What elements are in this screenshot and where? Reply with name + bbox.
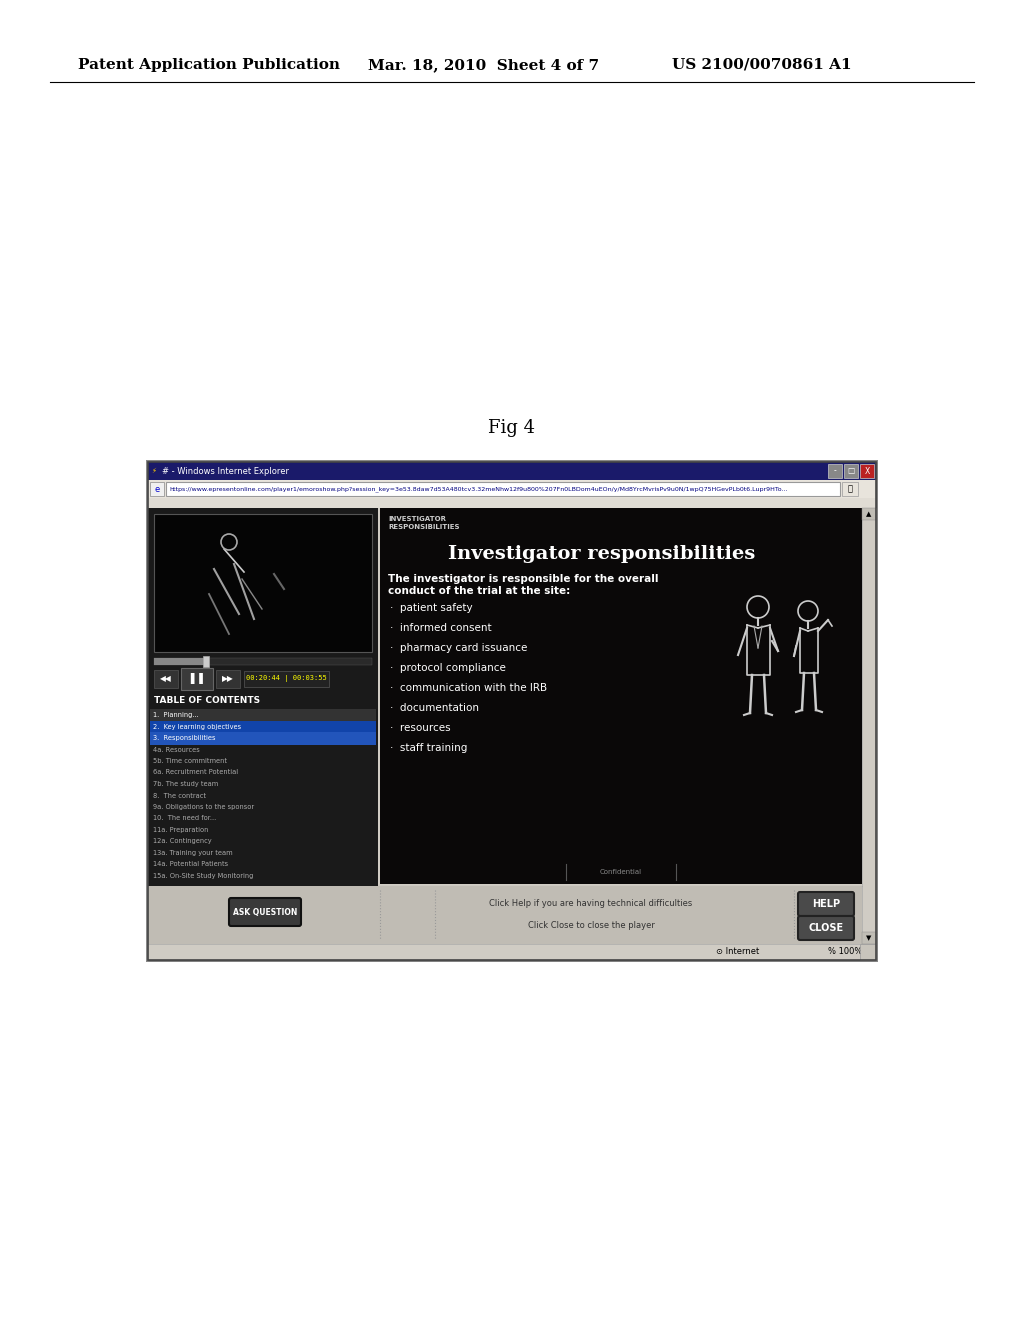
Text: 10.  The need for...: 10. The need for... xyxy=(153,816,216,821)
Text: X: X xyxy=(864,466,869,475)
Text: ·  patient safety: · patient safety xyxy=(390,603,473,612)
Bar xyxy=(150,482,164,496)
Text: ❚❚: ❚❚ xyxy=(187,673,207,685)
Bar xyxy=(148,462,876,960)
Text: ⚡: ⚡ xyxy=(151,469,156,474)
Bar xyxy=(146,459,878,962)
Text: US 2100/0070861 A1: US 2100/0070861 A1 xyxy=(672,58,852,73)
Text: ·  documentation: · documentation xyxy=(390,704,479,713)
Text: 5b. Time commitment: 5b. Time commitment xyxy=(153,758,227,764)
Text: The investigator is responsible for the overall: The investigator is responsible for the … xyxy=(388,574,658,583)
FancyBboxPatch shape xyxy=(798,892,854,916)
Text: Mar. 18, 2010  Sheet 4 of 7: Mar. 18, 2010 Sheet 4 of 7 xyxy=(368,58,599,73)
Bar xyxy=(154,513,372,652)
Text: RESPONSIBILITIES: RESPONSIBILITIES xyxy=(388,524,460,531)
Text: 2.  Key learning objectives: 2. Key learning objectives xyxy=(153,723,241,730)
Text: 14a. Potential Patients: 14a. Potential Patients xyxy=(153,862,228,867)
Text: ·  pharmacy card issuance: · pharmacy card issuance xyxy=(390,643,527,653)
Text: ·  protocol compliance: · protocol compliance xyxy=(390,663,506,673)
Text: Patent Application Publication: Patent Application Publication xyxy=(78,58,340,73)
Bar xyxy=(181,668,213,690)
Text: Confidential: Confidential xyxy=(600,869,642,875)
Text: ·  communication with the IRB: · communication with the IRB xyxy=(390,682,547,693)
Bar xyxy=(862,508,876,944)
Bar xyxy=(244,671,329,686)
Bar xyxy=(148,508,378,944)
Bar xyxy=(862,508,876,520)
Text: ▶▶: ▶▶ xyxy=(222,675,233,684)
Text: Click Help if you are having technical difficulties: Click Help if you are having technical d… xyxy=(489,899,692,908)
Bar xyxy=(150,733,376,744)
Text: Click Close to close the player: Click Close to close the player xyxy=(527,921,654,931)
Text: ◀◀: ◀◀ xyxy=(160,675,172,684)
Bar xyxy=(380,508,862,884)
Text: 4a. Resources: 4a. Resources xyxy=(153,747,200,752)
Text: □: □ xyxy=(848,466,855,475)
Text: # - Windows Internet Explorer: # - Windows Internet Explorer xyxy=(162,466,289,475)
Text: 13a. Training your team: 13a. Training your team xyxy=(153,850,232,855)
Text: TABLE OF CONTENTS: TABLE OF CONTENTS xyxy=(154,696,260,705)
Text: CLOSE: CLOSE xyxy=(808,923,844,933)
Text: conduct of the trial at the site:: conduct of the trial at the site: xyxy=(388,586,570,597)
Bar xyxy=(148,462,876,960)
FancyBboxPatch shape xyxy=(798,916,854,940)
Text: HELP: HELP xyxy=(812,899,840,909)
Text: ASK QUESTION: ASK QUESTION xyxy=(232,908,297,916)
Bar xyxy=(150,721,376,733)
Text: 1.  Planning...: 1. Planning... xyxy=(153,711,199,718)
Text: e: e xyxy=(155,484,160,494)
Bar xyxy=(148,462,876,480)
Bar xyxy=(148,480,876,498)
Text: -: - xyxy=(834,466,837,475)
Bar xyxy=(842,482,858,496)
Text: 7b. The study team: 7b. The study team xyxy=(153,781,218,787)
Bar xyxy=(148,886,862,944)
Text: https://www.epresentonline.com/player1/emoroshow.php?session_key=3e53.8daw7d53A4: https://www.epresentonline.com/player1/e… xyxy=(169,486,787,492)
Bar xyxy=(148,498,876,508)
Text: Fig 4: Fig 4 xyxy=(488,418,536,437)
Text: 6a. Recruitment Potential: 6a. Recruitment Potential xyxy=(153,770,239,776)
Bar xyxy=(154,671,178,688)
Bar xyxy=(203,656,209,667)
Text: ·  staff training: · staff training xyxy=(390,743,467,752)
Bar xyxy=(862,932,876,944)
Text: 3.  Responsibilities: 3. Responsibilities xyxy=(153,735,215,741)
Bar xyxy=(150,709,376,722)
Text: 11a. Preparation: 11a. Preparation xyxy=(153,828,208,833)
Text: % 100% *: % 100% * xyxy=(828,948,869,957)
Text: ▼: ▼ xyxy=(866,935,871,941)
Bar xyxy=(844,465,858,478)
Bar xyxy=(154,657,372,665)
FancyBboxPatch shape xyxy=(229,898,301,927)
Text: 9a. Obligations to the sponsor: 9a. Obligations to the sponsor xyxy=(153,804,254,810)
Text: 8.  The contract: 8. The contract xyxy=(153,792,206,799)
Text: ▲: ▲ xyxy=(866,511,871,517)
Bar xyxy=(828,465,842,478)
Bar xyxy=(148,944,860,960)
Bar xyxy=(860,465,874,478)
Bar xyxy=(154,657,206,665)
Text: ⊙ Internet: ⊙ Internet xyxy=(716,948,759,957)
Text: 🔒: 🔒 xyxy=(848,484,853,494)
Bar xyxy=(216,671,240,688)
Bar xyxy=(148,944,876,960)
Text: 15a. On-Site Study Monitoring: 15a. On-Site Study Monitoring xyxy=(153,873,253,879)
Bar xyxy=(166,482,840,496)
Bar xyxy=(860,944,876,960)
Text: 12a. Contingency: 12a. Contingency xyxy=(153,838,212,845)
Text: INVESTIGATOR: INVESTIGATOR xyxy=(388,516,446,521)
Text: Investigator responsibilities: Investigator responsibilities xyxy=(449,545,756,564)
Text: 00:20:44 | 00:03:55: 00:20:44 | 00:03:55 xyxy=(246,676,327,682)
Text: ·  informed consent: · informed consent xyxy=(390,623,492,634)
Text: ·  resources: · resources xyxy=(390,723,451,733)
